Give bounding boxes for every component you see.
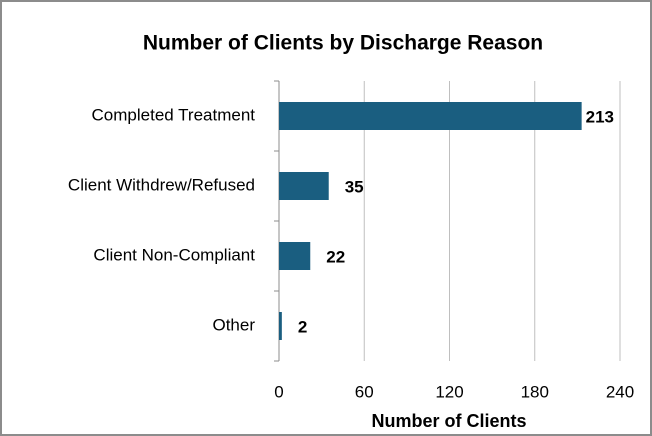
data-label: 2 xyxy=(298,317,307,336)
bar xyxy=(279,242,311,270)
chart-title: Number of Clients by Discharge Reason xyxy=(143,32,543,55)
data-label: 35 xyxy=(345,177,364,196)
x-tick-label: 60 xyxy=(355,382,374,401)
data-label: 22 xyxy=(326,247,345,266)
y-tick-label: Client Non-Compliant xyxy=(93,245,255,264)
y-tick-label: Client Withdrew/Refused xyxy=(68,175,255,194)
x-tick-label: 240 xyxy=(606,382,634,401)
x-tick-label: 180 xyxy=(521,382,549,401)
y-tick-label: Completed Treatment xyxy=(92,105,256,124)
y-tick-label: Other xyxy=(212,315,255,334)
bar xyxy=(279,172,329,200)
x-tick-label: 120 xyxy=(435,382,463,401)
x-tick-label: 0 xyxy=(274,382,283,401)
bar xyxy=(279,102,582,130)
bar xyxy=(279,312,282,340)
x-axis-label: Number of Clients xyxy=(371,411,526,431)
data-label: 213 xyxy=(586,107,614,126)
